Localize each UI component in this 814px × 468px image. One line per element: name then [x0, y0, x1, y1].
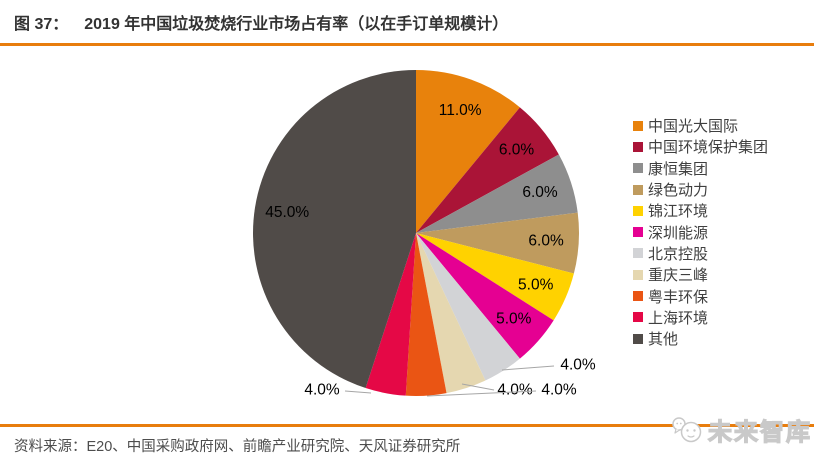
legend-swatch-icon: [633, 163, 643, 174]
pie-slice-7: [416, 233, 486, 394]
legend-label: 粤丰环保: [648, 288, 709, 306]
watermark-text: 未来智库: [707, 418, 812, 446]
pie-slice-6: [416, 233, 520, 381]
pie-data-label-10: 45.0%: [265, 204, 309, 221]
legend-item-2: 康恒集团: [633, 158, 768, 179]
chat-bubble-logo-icon: [672, 416, 702, 442]
pie-data-label-1: 6.0%: [499, 141, 535, 158]
legend-swatch-icon: [633, 248, 643, 259]
legend-swatch-icon: [633, 205, 643, 216]
legend-swatch-icon: [633, 333, 643, 344]
pie-data-label-2: 6.0%: [522, 184, 558, 201]
pie-data-label-0: 11.0%: [439, 102, 482, 119]
pie-slice-4: [416, 233, 574, 321]
legend-label: 深圳能源: [648, 224, 709, 242]
legend-item-3: 绿色动力: [633, 179, 768, 200]
pie-data-label-5: 5.0%: [496, 311, 532, 328]
legend-swatch-icon: [633, 269, 643, 280]
legend-swatch-icon: [633, 184, 643, 195]
leader-line-8: [426, 390, 537, 397]
legend-item-1: 中国环境保护集团: [633, 136, 768, 157]
pie-slice-1: [416, 107, 559, 233]
pie-data-label-8: 4.0%: [541, 382, 577, 399]
leader-line-6: [501, 365, 555, 371]
legend-label: 中国光大国际: [648, 118, 739, 136]
top-accent-rule: [0, 43, 814, 46]
pie-slice-5: [416, 233, 554, 359]
figure-title-text: 2019 年中国垃圾焚烧行业市场占有率（以在手订单规模计）: [84, 16, 509, 33]
legend-swatch-icon: [633, 312, 643, 323]
pie-slice-2: [416, 154, 578, 233]
legend-item-5: 深圳能源: [633, 221, 768, 242]
figure-number-label: 图 37：: [14, 16, 69, 33]
legend-item-6: 北京控股: [633, 243, 768, 264]
legend-label: 锦江环境: [648, 203, 709, 221]
legend-item-10: 其他: [633, 328, 768, 349]
legend-label: 中国环境保护集团: [648, 139, 769, 157]
pie-data-label-6: 4.0%: [560, 357, 596, 374]
legend-item-0: 中国光大国际: [633, 115, 768, 136]
legend-label: 绿色动力: [648, 182, 709, 200]
legend-swatch-icon: [633, 291, 643, 302]
legend-swatch-icon: [633, 227, 643, 238]
legend-label: 上海环境: [648, 309, 709, 327]
legend-item-4: 锦江环境: [633, 200, 768, 221]
pie-data-label-9: 4.0%: [304, 382, 340, 399]
source-note: 资料来源：E20、中国采购政府网、前瞻产业研究院、天风证券研究所: [14, 439, 461, 455]
pie-slice-10: [253, 70, 416, 389]
pie-data-label-7: 4.0%: [497, 382, 533, 399]
bottom-accent-rule: [0, 424, 814, 427]
legend-label: 北京控股: [648, 245, 709, 263]
pie-data-label-3: 6.0%: [528, 233, 564, 250]
leader-line-7: [461, 383, 495, 391]
legend-label: 其他: [648, 331, 679, 349]
pie-slice-8: [405, 233, 447, 397]
legend-item-8: 粤丰环保: [633, 285, 768, 306]
chart-legend: 中国光大国际中国环境保护集团 康恒集团绿色动力锦江环境深圳能源北京控股重庆三峰粤丰…: [633, 115, 768, 349]
legend-swatch-icon: [633, 120, 643, 131]
legend-swatch-icon: [633, 141, 643, 152]
legend-item-9: 上海环境: [633, 307, 768, 328]
leader-line-9: [344, 390, 372, 394]
pie-slice-0: [416, 70, 520, 233]
pie-slice-3: [416, 212, 579, 274]
legend-item-7: 重庆三峰: [633, 264, 768, 285]
pie-slice-9: [365, 233, 416, 396]
legend-label: 康恒集团: [648, 160, 709, 178]
watermark: 未来智库: [670, 412, 812, 447]
legend-label: 重庆三峰: [648, 267, 709, 285]
figure-title: 图 37： 2019 年中国垃圾焚烧行业市场占有率（以在手订单规模计）: [14, 10, 508, 34]
pie-data-label-4: 5.0%: [518, 276, 554, 293]
